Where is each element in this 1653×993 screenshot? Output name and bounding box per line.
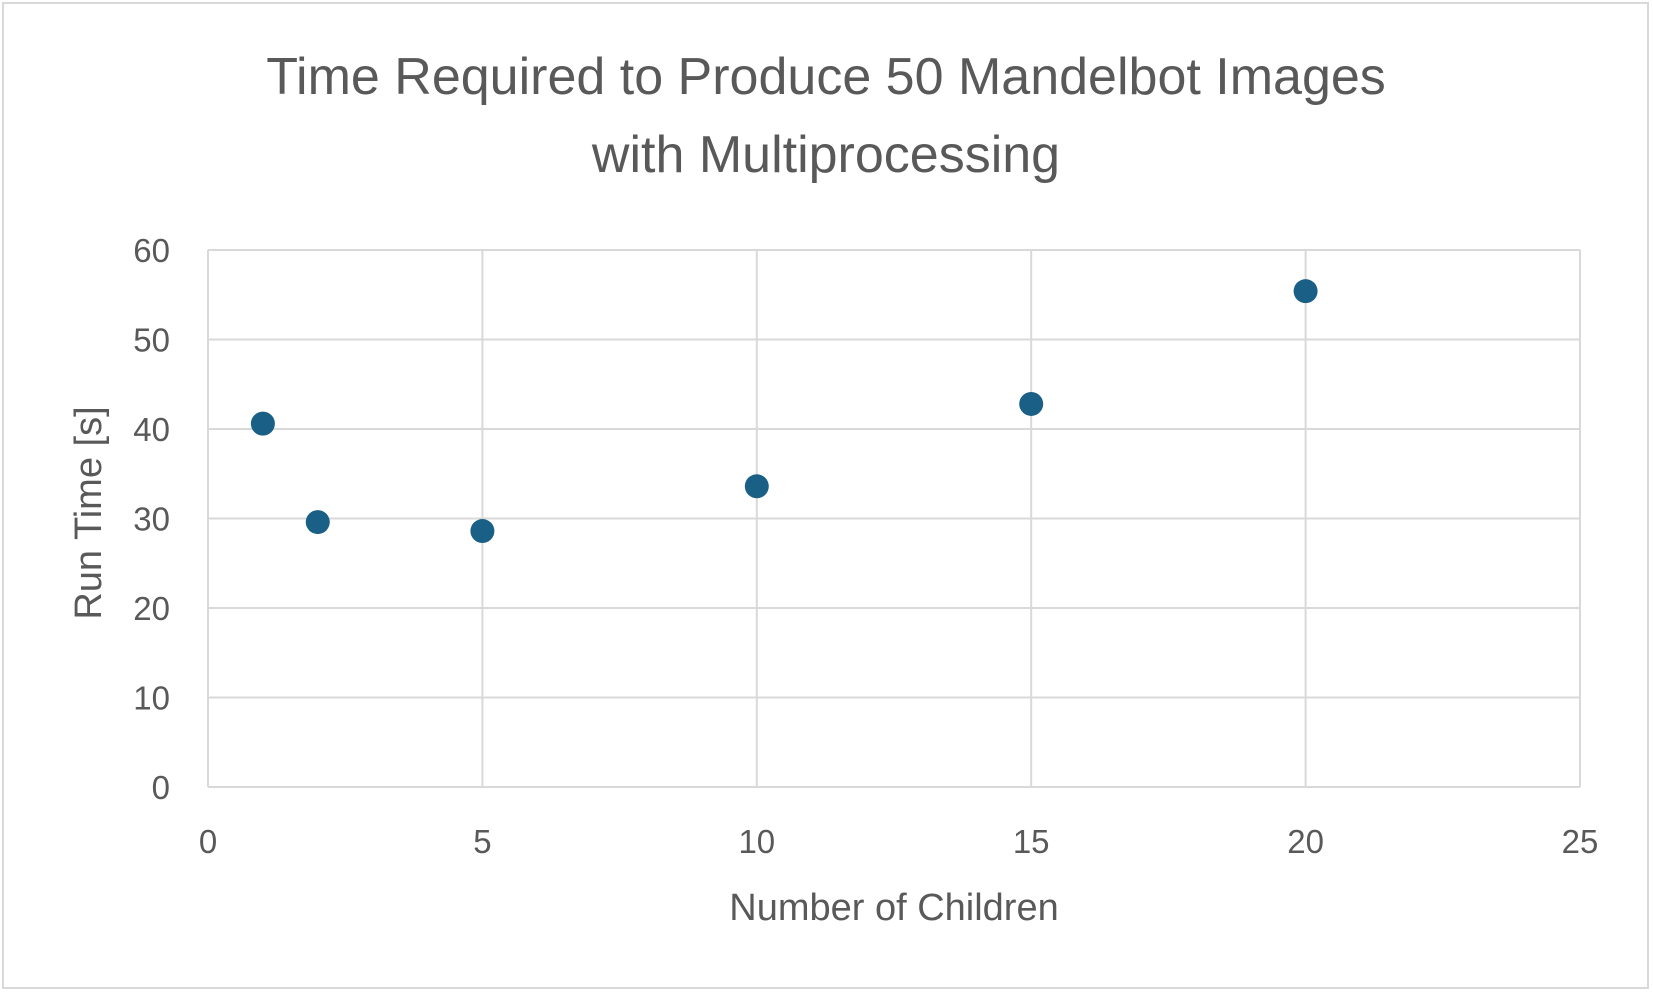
x-tick-label: 15 [1013,823,1050,860]
y-tick-label: 40 [133,411,170,448]
data-point [250,411,275,436]
x-tick-label: 20 [1287,823,1324,860]
y-tick-label: 50 [133,322,170,359]
y-tick-label: 20 [133,590,170,627]
x-tick-label: 0 [199,823,217,860]
data-point [1293,279,1318,304]
y-axis-title: Run Time [s] [68,406,110,619]
y-tick-label: 10 [133,680,170,717]
data-point [744,474,769,499]
chart-title-line-1: Time Required to Produce 50 Mandelbot Im… [266,48,1386,106]
x-tick-label: 10 [738,823,775,860]
x-tick-label: 25 [1562,823,1599,860]
chart-title-line-2: with Multiprocessing [591,126,1060,184]
x-axis-title: Number of Children [729,887,1058,929]
tick-labels: 0 10 20 30 40 50 60 0 5 10 15 20 25 [133,232,1598,860]
data-point [470,519,495,544]
data-points [250,279,1318,544]
data-point [1019,391,1044,416]
y-tick-label: 60 [133,232,170,269]
data-point [305,510,330,535]
y-tick-label: 0 [152,769,170,806]
gridlines [207,249,1581,788]
x-tick-label: 5 [473,823,491,860]
y-tick-label: 30 [133,501,170,538]
